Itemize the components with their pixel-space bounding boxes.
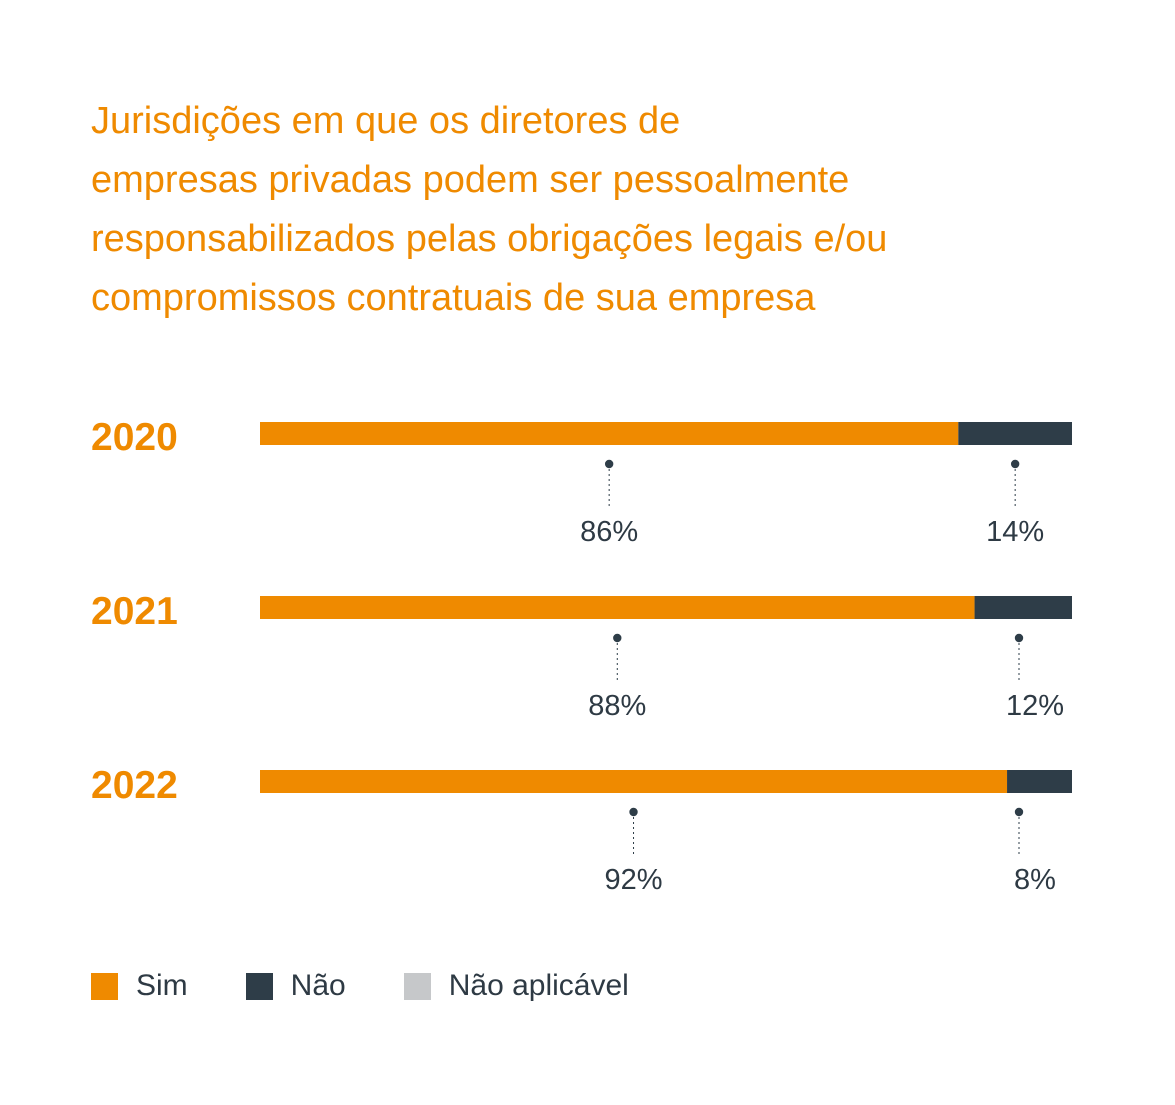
category-label-2021: 2021 — [91, 590, 178, 633]
label-dot-2021 — [613, 633, 622, 643]
label-dot-2022 — [629, 807, 638, 817]
label-dot-2020 — [1010, 459, 1020, 469]
chart-title-line: Jurisdições em que os diretores de — [91, 100, 681, 142]
legend: Sim Não Não aplicável — [91, 966, 687, 1006]
bar-nao-2020 — [958, 422, 1072, 445]
chart-title-line: empresas privadas podem ser pessoalmente — [91, 159, 850, 201]
legend-item-sim: Sim — [91, 969, 188, 1003]
chart-title-line: compromissos contratuais de sua empresa — [91, 277, 816, 319]
data-label-nao-2022: 8% — [1014, 864, 1056, 896]
legend-swatch-sim — [91, 972, 118, 1000]
data-label-sim-2020: 86% — [580, 516, 638, 548]
bar-sim-2020 — [260, 422, 959, 445]
bar-nao-2021 — [974, 596, 1072, 619]
legend-swatch-nao-aplicavel — [403, 972, 431, 1000]
data-label-nao-2020: 14% — [986, 516, 1044, 548]
label-dot-2020 — [604, 459, 614, 469]
data-label-sim-2022: 92% — [604, 864, 662, 896]
label-dot-2021 — [1014, 633, 1024, 643]
category-label-2022: 2022 — [91, 764, 178, 807]
bar-nao-2022 — [1007, 770, 1072, 793]
bar-sim-2022 — [260, 770, 1008, 793]
chart-title-line: responsabilizados pelas obrigações legai… — [91, 218, 888, 260]
legend-label-nao: Não — [290, 969, 346, 1002]
chart-title: Jurisdições em que os diretores de empres… — [91, 92, 1071, 328]
legend-item-nao: Não — [245, 969, 346, 1003]
data-label-nao-2021: 12% — [1006, 690, 1064, 722]
legend-label-nao-aplicavel: Não aplicável — [448, 969, 629, 1002]
category-label-2020: 2020 — [91, 416, 178, 459]
legend-label-sim: Sim — [136, 969, 188, 1002]
data-label-sim-2021: 88% — [588, 690, 646, 722]
label-dot-2022 — [1014, 807, 1024, 817]
legend-item-nao-aplicavel: Não aplicável — [403, 969, 629, 1003]
bar-sim-2021 — [260, 596, 975, 619]
legend-swatch-nao — [245, 972, 273, 1000]
